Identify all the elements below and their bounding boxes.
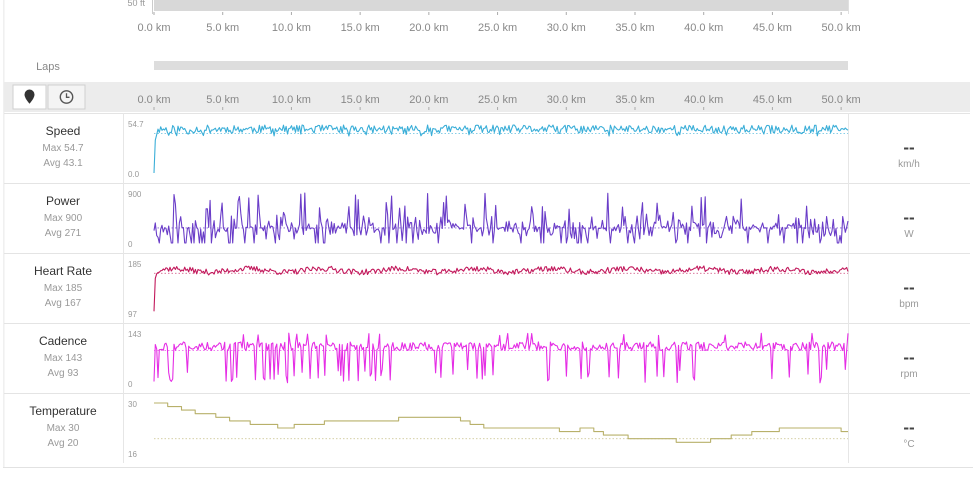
distance-tick-label: 10.0 km — [272, 22, 311, 34]
metric-title: Heart Rate — [34, 264, 92, 278]
unit-label: °C — [903, 439, 914, 450]
elevation-top-tick: 50 ft — [127, 0, 145, 8]
y-tick-top: 30 — [128, 400, 137, 409]
y-tick-bottom: 97 — [128, 310, 137, 319]
metric-avg: Avg 20 — [48, 438, 79, 449]
distance-mode-button[interactable] — [12, 84, 47, 110]
distance-tick-label: 0.0 km — [137, 22, 170, 34]
laps-bar[interactable] — [154, 61, 848, 70]
current-value: -- — [903, 278, 914, 297]
metric-avg: Avg 167 — [45, 298, 82, 309]
distance-tick-label: 20.0 km — [409, 94, 448, 106]
metric-max: Max 143 — [44, 353, 83, 364]
heart_rate-series-line[interactable] — [153, 265, 849, 312]
distance-tick-label: 30.0 km — [547, 94, 586, 106]
y-tick-top: 143 — [128, 330, 142, 339]
laps-label: Laps — [36, 61, 60, 73]
current-value: -- — [903, 208, 914, 227]
metric-row-power: Power Max 900 Avg 271 900 0 -- W — [4, 183, 970, 253]
current-value: -- — [903, 138, 914, 157]
y-tick-bottom: 16 — [128, 450, 137, 459]
distance-tick-label: 50.0 km — [822, 94, 861, 106]
elevation-left-border — [152, 0, 153, 14]
distance-tick-label: 15.0 km — [341, 22, 380, 34]
distance-tick-label: 35.0 km — [615, 22, 654, 34]
metric-avg: Avg 43.1 — [43, 158, 83, 169]
unit-label: bpm — [899, 299, 918, 310]
metric-avg: Avg 271 — [45, 228, 82, 239]
y-tick-top: 900 — [128, 190, 142, 199]
clock-icon — [59, 90, 74, 104]
y-tick-bottom: 0 — [128, 240, 133, 249]
distance-tick-label: 30.0 km — [547, 22, 586, 34]
distance-tick-label: 0.0 km — [137, 94, 170, 106]
distance-tick-label: 40.0 km — [684, 22, 723, 34]
panel-bottom-border — [3, 467, 973, 468]
y-tick-top: 54.7 — [128, 120, 144, 129]
metric-row-heart_rate: Heart Rate Max 185 Avg 167 185 97 -- bpm — [4, 253, 970, 323]
metric-avg: Avg 93 — [48, 368, 79, 379]
elevation-area — [154, 0, 848, 11]
distance-tick-label: 35.0 km — [615, 94, 654, 106]
metric-max: Max 54.7 — [42, 143, 84, 154]
metric-row-speed: Speed Max 54.7 Avg 43.1 54.7 0.0 -- km/h — [4, 113, 970, 183]
distance-tick-label: 15.0 km — [341, 94, 380, 106]
metric-max: Max 185 — [44, 283, 83, 294]
distance-tick-label: 25.0 km — [478, 22, 517, 34]
speed-series-line[interactable] — [153, 124, 849, 174]
distance-tick-label: 25.0 km — [478, 94, 517, 106]
unit-label: W — [904, 229, 914, 240]
metric-rows: Speed Max 54.7 Avg 43.1 54.7 0.0 -- km/h Power M… — [4, 113, 970, 463]
metric-title: Cadence — [39, 334, 87, 348]
power-series-line[interactable] — [153, 192, 849, 244]
map-pin-icon — [24, 89, 35, 104]
metric-title: Speed — [46, 124, 81, 138]
unit-label: km/h — [898, 159, 920, 170]
y-tick-top: 185 — [128, 260, 142, 269]
time-mode-button[interactable] — [47, 84, 86, 110]
chart-toolbar — [4, 82, 970, 112]
distance-tick-label: 5.0 km — [206, 94, 239, 106]
distance-tick-label: 50.0 km — [822, 22, 861, 34]
cadence-series-line[interactable] — [153, 332, 849, 384]
metric-row-temperature: Temperature Max 30 Avg 20 30 16 -- °C — [4, 393, 970, 463]
clock-hands — [65, 93, 70, 98]
distance-tick-label: 40.0 km — [684, 94, 723, 106]
distance-tick-label: 10.0 km — [272, 94, 311, 106]
y-tick-bottom: 0.0 — [128, 170, 140, 179]
metric-max: Max 30 — [47, 423, 80, 434]
distance-tick-label: 45.0 km — [753, 94, 792, 106]
elevation-right-value: -- — [933, 0, 941, 5]
metric-title: Temperature — [29, 404, 97, 418]
metric-row-cadence: Cadence Max 143 Avg 93 143 0 -- rpm — [4, 323, 970, 393]
toolbar-distance-axis: 0.0 km 5.0 km 10.0 km 15.0 km 20.0 km 25.0 km… — [137, 94, 861, 110]
current-value: -- — [903, 348, 914, 367]
distance-tick-label: 20.0 km — [409, 22, 448, 34]
metric-max: Max 900 — [44, 213, 83, 224]
metric-title: Power — [46, 194, 80, 208]
unit-label: rpm — [900, 369, 917, 380]
y-tick-bottom: 0 — [128, 380, 133, 389]
distance-tick-label: 5.0 km — [206, 22, 239, 34]
temperature-series-line[interactable] — [154, 402, 848, 443]
distance-tick-label: 45.0 km — [753, 22, 792, 34]
elevation-right-divider — [848, 0, 849, 14]
panel-left-border — [3, 0, 5, 468]
elevation-distance-axis: 0.0 km 5.0 km 10.0 km 15.0 km 20.0 km 25.0 km… — [137, 12, 861, 34]
current-value: -- — [903, 418, 914, 437]
